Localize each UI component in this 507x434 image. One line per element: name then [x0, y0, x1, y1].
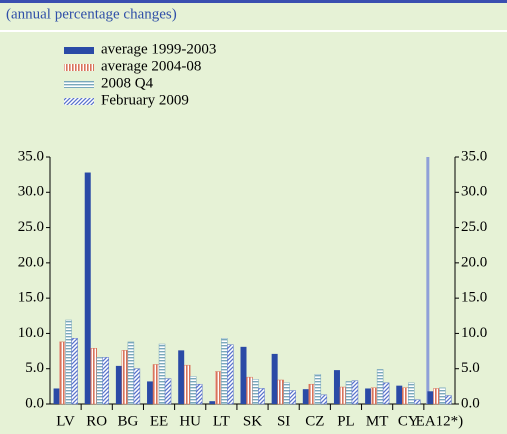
bar: [183, 364, 191, 405]
x-tick-label: LT: [213, 413, 230, 429]
x-tick-label: PL: [337, 413, 355, 429]
bar: [158, 343, 166, 405]
bar: [439, 387, 446, 405]
legend-label: February 2009: [101, 92, 189, 108]
bar: [152, 364, 160, 405]
y2-tick-label: 20.0: [461, 254, 487, 270]
bar: [402, 387, 409, 405]
y-tick-label: 0.0: [25, 395, 44, 411]
bar: [195, 383, 203, 405]
bar: [127, 341, 135, 405]
top-rule: [0, 0, 507, 3]
bar: [351, 380, 359, 405]
bar: [65, 319, 72, 405]
bar: [289, 390, 296, 405]
bar: [90, 347, 97, 405]
bar: [365, 388, 372, 404]
bar: [84, 172, 91, 404]
legend-label: 2008 Q4: [101, 75, 154, 91]
bar: [102, 357, 109, 405]
bar: [382, 382, 390, 405]
bar: [252, 379, 259, 405]
bar: [189, 376, 197, 405]
x-tick-label: EE: [150, 413, 168, 429]
x-tick-label: RO: [86, 413, 107, 429]
y2-tick-label: 25.0: [461, 219, 487, 235]
bar: [53, 388, 60, 404]
y2-tick-label: 10.0: [461, 325, 487, 341]
x-tick-label: EA12*): [416, 413, 464, 429]
bar: [370, 387, 378, 405]
legend-swatch: [64, 81, 94, 88]
y-tick-label: 30.0: [18, 184, 44, 200]
bar: [314, 374, 322, 405]
bar: [376, 369, 384, 405]
y2-tick-label: 30.0: [461, 184, 487, 200]
legend-label: average 2004-08: [101, 58, 201, 74]
y-tick-label: 15.0: [18, 290, 44, 306]
bar: [59, 341, 66, 405]
y-tick-label: 20.0: [18, 254, 44, 270]
x-tick-label: MT: [366, 413, 389, 429]
legend-swatch: [64, 64, 94, 71]
y2-tick-label: 15.0: [461, 290, 487, 306]
bar: [178, 350, 185, 404]
x-tick-label: SI: [277, 413, 290, 429]
legend-swatch: [64, 98, 94, 105]
x-tick-label: HU: [179, 413, 201, 429]
bar: [396, 385, 403, 404]
bar: [283, 382, 290, 405]
legend-label: average 1999-2003: [101, 41, 216, 57]
bar: [271, 353, 278, 404]
bar: [408, 382, 415, 405]
bar: [164, 378, 172, 405]
bar: [345, 381, 353, 405]
bar: [246, 376, 253, 405]
bar: [258, 388, 265, 405]
bar: [414, 399, 421, 405]
bar: [147, 381, 154, 404]
y-tick-label: 10.0: [18, 325, 44, 341]
x-tick-label: CZ: [305, 413, 324, 429]
bar: [121, 350, 129, 405]
y2-tick-label: 5.0: [461, 360, 480, 376]
y-tick-label: 25.0: [18, 219, 44, 235]
bar: [227, 344, 234, 405]
bar: [433, 388, 440, 405]
x-tick-label: BG: [117, 413, 138, 429]
x-tick-label: LV: [56, 413, 75, 429]
bar: [221, 338, 228, 405]
bar: [427, 391, 434, 404]
x-tick-label: SK: [243, 413, 262, 429]
bar: [133, 368, 141, 405]
chart-subtitle: (annual percentage changes): [6, 6, 177, 22]
bar: [320, 394, 328, 405]
y2-tick-label: 0.0: [461, 395, 480, 411]
bar: [308, 383, 316, 405]
bar: [339, 386, 347, 405]
bar: [333, 370, 340, 404]
bar: [445, 395, 452, 405]
bar: [215, 371, 222, 405]
bar: [71, 338, 78, 405]
legend-swatch: [64, 47, 94, 54]
x-tick-label: CY: [398, 413, 419, 429]
bar: [240, 346, 247, 404]
bar: [96, 357, 103, 405]
bar: [302, 389, 309, 404]
bar: [209, 401, 216, 404]
y2-tick-label: 35.0: [461, 148, 487, 164]
y-tick-label: 5.0: [25, 360, 44, 376]
y-tick-label: 35.0: [18, 148, 44, 164]
bar: [277, 379, 284, 405]
bar: [115, 365, 122, 404]
